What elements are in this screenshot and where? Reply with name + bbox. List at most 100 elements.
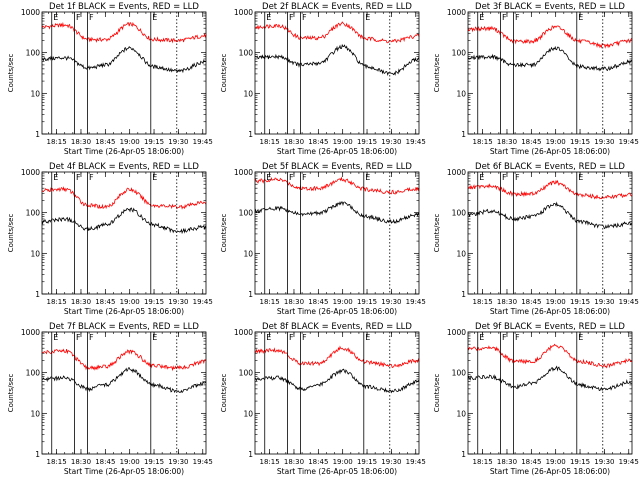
x-tick-label: 19:45	[619, 458, 639, 466]
x-tick-label: 19:45	[406, 138, 426, 146]
x-tick-label: 18:45	[95, 138, 115, 146]
events-series-line	[254, 368, 420, 394]
x-tick-label: 19:15	[570, 458, 590, 466]
x-tick-label: 19:30	[594, 298, 614, 306]
events-series-line	[254, 43, 420, 77]
x-tick-label: 19:45	[619, 138, 639, 146]
chart-panel: Det 7f BLACK = Events, RED = LLD Counts/s…	[7, 322, 213, 476]
x-tick-label: 18:30	[497, 138, 517, 146]
time-marker-label: F	[515, 333, 520, 342]
y-tick-label: 100	[239, 209, 254, 218]
x-axis-label: Start Time (26-Apr-05 18:06:00)	[277, 307, 397, 316]
y-tick-label: 100	[26, 369, 41, 378]
x-tick-label: 19:15	[144, 298, 164, 306]
y-axis-label: Counts/sec	[220, 214, 228, 253]
x-tick-label: 19:45	[193, 138, 213, 146]
x-tick-label: 18:15	[473, 138, 493, 146]
time-marker-label: E	[53, 13, 58, 22]
y-tick-label: 1000	[21, 168, 40, 177]
events-series-line	[41, 207, 207, 235]
lld-series-line	[41, 21, 207, 44]
x-tick-label: 18:45	[308, 298, 328, 306]
y-tick-label: 1000	[234, 8, 253, 17]
x-tick-label: 19:00	[120, 298, 140, 306]
y-axis-label: Counts/sec	[220, 374, 228, 413]
time-marker-label: E	[53, 173, 58, 182]
time-marker-label: F	[89, 173, 94, 182]
y-axis-label: Counts/sec	[220, 54, 228, 93]
plot-frame	[254, 171, 420, 295]
events-series-line	[467, 45, 633, 72]
x-tick-label: 18:30	[497, 458, 517, 466]
y-tick-label: 100	[239, 369, 254, 378]
x-tick-label: 19:45	[619, 298, 639, 306]
time-marker-label: F	[502, 173, 507, 182]
time-marker-label: E	[365, 173, 370, 182]
y-tick-label: 10	[30, 249, 40, 258]
time-marker-label: F	[76, 13, 81, 22]
x-tick-label: 19:00	[546, 458, 566, 466]
chart-panel: Det 6f BLACK = Events, RED = LLD Counts/s…	[433, 162, 639, 316]
chart-title: Det 5f BLACK = Events, RED = LLD	[262, 162, 412, 172]
time-marker-label: F	[289, 333, 294, 342]
y-axis-label: Counts/sec	[433, 54, 441, 93]
plot-frame	[41, 331, 207, 455]
y-axis-label: Counts/sec	[433, 374, 441, 413]
time-marker-label: E	[479, 333, 484, 342]
plot-frame	[254, 331, 420, 455]
x-tick-label: 18:45	[95, 458, 115, 466]
lld-series-line	[254, 21, 420, 44]
plot-frame	[41, 11, 207, 135]
y-tick-label: 1000	[21, 8, 40, 17]
y-axis-label: Counts/sec	[433, 214, 441, 253]
lld-series-line	[255, 345, 420, 369]
x-tick-label: 19:30	[594, 138, 614, 146]
chart-panel: Det 8f BLACK = Events, RED = LLD Counts/s…	[220, 322, 426, 476]
x-tick-label: 19:15	[570, 138, 590, 146]
time-marker-label: F	[289, 173, 294, 182]
y-axis-label: Counts/sec	[7, 214, 15, 253]
y-tick-label: 10	[456, 89, 466, 98]
x-tick-label: 19:00	[120, 458, 140, 466]
y-tick-label: 100	[452, 209, 467, 218]
x-tick-label: 18:15	[260, 458, 280, 466]
time-marker-label: F	[515, 13, 520, 22]
chart-title: Det 4f BLACK = Events, RED = LLD	[49, 162, 199, 172]
y-tick-label: 10	[456, 249, 466, 258]
y-tick-label: 1	[461, 130, 466, 139]
plot-frame	[467, 331, 633, 455]
x-tick-label: 19:00	[333, 138, 353, 146]
time-marker-label: E	[266, 333, 271, 342]
y-axis-label: Counts/sec	[7, 54, 15, 93]
x-tick-label: 19:15	[357, 138, 377, 146]
y-tick-label: 10	[456, 409, 466, 418]
x-axis-label: Start Time (26-Apr-05 18:06:00)	[490, 467, 610, 476]
time-marker-label: F	[302, 13, 307, 22]
y-tick-label: 1	[35, 450, 40, 459]
y-tick-label: 100	[452, 49, 467, 58]
x-tick-label: 18:15	[260, 138, 280, 146]
time-marker-label: E	[266, 13, 271, 22]
chart-title: Det 8f BLACK = Events, RED = LLD	[262, 322, 412, 332]
y-tick-label: 1	[461, 290, 466, 299]
x-tick-label: 18:30	[284, 298, 304, 306]
time-marker-label: F	[76, 333, 81, 342]
x-tick-label: 19:15	[144, 138, 164, 146]
x-tick-label: 19:30	[381, 138, 401, 146]
x-tick-label: 19:30	[381, 298, 401, 306]
y-tick-label: 100	[26, 209, 41, 218]
x-axis-label: Start Time (26-Apr-05 18:06:00)	[64, 467, 184, 476]
x-tick-label: 18:15	[260, 298, 280, 306]
x-tick-label: 19:15	[570, 298, 590, 306]
lld-series-line	[41, 348, 207, 372]
y-tick-label: 1	[248, 130, 253, 139]
chart-panel: Det 9f BLACK = Events, RED = LLD Counts/s…	[433, 322, 639, 476]
lld-series-line	[467, 25, 633, 49]
y-tick-label: 100	[452, 369, 467, 378]
time-marker-label: E	[578, 173, 583, 182]
y-tick-label: 10	[243, 409, 253, 418]
y-tick-label: 10	[30, 89, 40, 98]
x-tick-label: 19:30	[168, 458, 188, 466]
y-tick-label: 1000	[447, 328, 466, 337]
x-tick-label: 19:45	[406, 458, 426, 466]
